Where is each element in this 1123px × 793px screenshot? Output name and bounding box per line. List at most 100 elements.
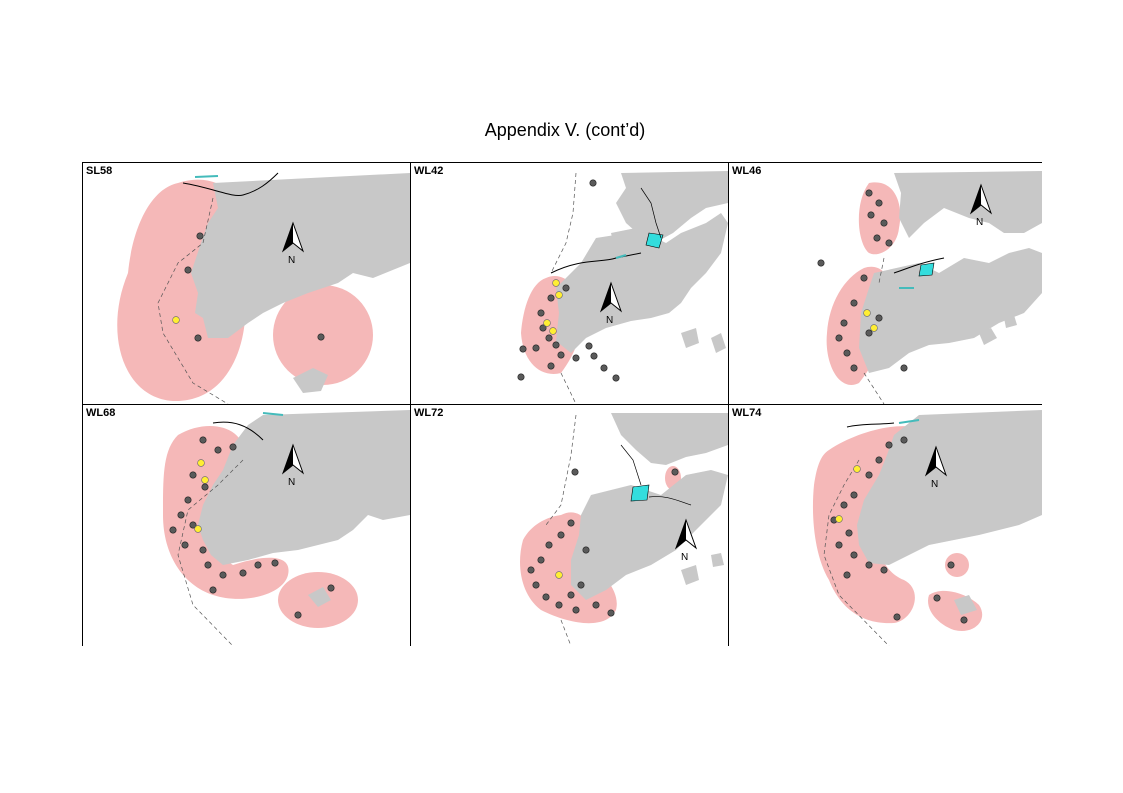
sighting-point [194,334,202,342]
boundary-line [560,619,572,646]
north-label: N [931,479,938,490]
sighting-points [817,189,908,372]
highlight-point [549,327,557,335]
sighting-point [880,566,888,574]
sighting-point [960,616,968,624]
coastline [640,187,662,239]
north-arrow-icon: N [281,443,305,488]
sighting-point [294,611,302,619]
sighting-point [850,299,858,307]
sighting-point [239,569,247,577]
sighting-point [893,613,901,621]
sighting-point [860,274,868,282]
coastline [893,257,945,274]
coastline [898,419,920,424]
highlight-point [172,316,180,324]
sighting-point [209,586,217,594]
sighting-point [184,496,192,504]
sighting-point [181,541,189,549]
sighting-point [557,531,565,539]
island [979,328,997,345]
sighting-point [214,446,222,454]
boundary-line [177,459,244,646]
coastline [194,175,219,178]
sighting-point [552,341,560,349]
island [308,587,331,607]
land-mass [191,173,410,338]
sighting-point [900,436,908,444]
panel-label-sl58: SL58 [86,165,113,177]
sighting-point [572,354,580,362]
island [711,553,724,567]
sighting-point [219,571,227,579]
reclamation-area [918,262,935,277]
highlight-point [863,309,871,317]
map-wl42: N [517,171,728,404]
land-mass [571,470,728,600]
sighting-point [557,351,565,359]
sighting-point [865,189,873,197]
range-polygon [945,553,969,577]
highlight-point [835,515,843,523]
coastline [648,496,692,506]
sighting-point [589,179,597,187]
north-label: N [976,217,983,228]
sighting-point [850,551,858,559]
map-panel-wl72: WL72 [411,405,728,646]
map-grid: SL58 N WL42 [82,162,1042,646]
coastline [550,252,642,274]
sighting-point [271,559,279,567]
sighting-point [880,219,888,227]
map-wl46: N [817,171,1042,404]
sighting-point [545,334,553,342]
sighting-point [542,593,550,601]
map-wl68: N [163,410,410,646]
highlight-point [197,459,205,467]
sighting-point [547,362,555,370]
north-label: N [681,552,688,563]
sighting-point [865,561,873,569]
sighting-point [177,511,185,519]
sighting-point [539,324,547,332]
sighting-point [571,468,579,476]
sighting-point [843,571,851,579]
sighting-point [612,374,620,382]
sighting-point [885,441,893,449]
north-arrow-icon: N [924,445,948,490]
sighting-point [537,556,545,564]
grid-divider-h [83,404,1041,405]
sighting-point [671,468,679,476]
coastline [212,421,264,441]
map-sl58: N [117,172,410,404]
sighting-point [562,284,570,292]
island [1004,315,1017,328]
sighting-point [835,541,843,549]
sighting-point [933,594,941,602]
reclamation-area [630,484,650,502]
panel-label-wl46: WL46 [732,165,762,177]
sighting-point [592,601,600,609]
land-mass [198,410,410,565]
panel-label-wl42: WL42 [414,165,444,177]
boundary-line [157,197,229,404]
sighting-point [875,314,883,322]
highlight-point [552,279,560,287]
island [681,565,699,585]
sighting-point [867,211,875,219]
sighting-point [532,344,540,352]
map-panel-sl58: SL58 N [83,163,410,404]
range-polygon [858,182,901,255]
highlight-point [870,324,878,332]
reclamation-area [645,232,664,249]
sighting-point [840,501,848,509]
highlight-point [201,476,209,484]
page-title: Appendix V. (cont’d) [484,120,646,140]
sighting-point [532,581,540,589]
sighting-point [865,471,873,479]
boundary-line [863,372,885,404]
land-mass [616,171,728,245]
map-wl72: N [520,413,728,646]
sighting-points [527,468,679,617]
island [293,368,328,393]
sighting-point [850,364,858,372]
